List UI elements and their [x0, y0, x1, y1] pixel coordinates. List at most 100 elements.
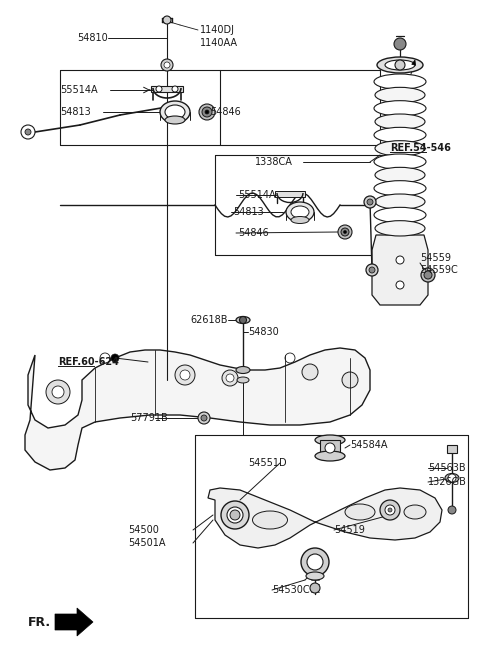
Circle shape — [448, 474, 456, 482]
Text: 1326GB: 1326GB — [428, 477, 467, 487]
Bar — [320, 440, 340, 456]
Text: 55514A: 55514A — [238, 190, 276, 200]
Polygon shape — [412, 60, 416, 66]
Polygon shape — [372, 235, 428, 305]
Text: 1140DJ: 1140DJ — [200, 25, 235, 35]
Circle shape — [307, 554, 323, 570]
Text: 54563B: 54563B — [428, 463, 466, 473]
Bar — [151, 86, 183, 92]
Polygon shape — [25, 348, 370, 470]
Circle shape — [172, 86, 178, 92]
Ellipse shape — [375, 167, 425, 183]
Text: 54519: 54519 — [334, 525, 365, 535]
Circle shape — [342, 372, 358, 388]
Circle shape — [161, 59, 173, 71]
Text: 62618B: 62618B — [191, 315, 228, 325]
Ellipse shape — [404, 505, 426, 519]
Circle shape — [226, 374, 234, 382]
Circle shape — [369, 267, 375, 273]
Ellipse shape — [375, 141, 425, 156]
Text: 54830: 54830 — [248, 327, 279, 337]
Ellipse shape — [236, 316, 250, 324]
Circle shape — [395, 60, 405, 70]
Text: 54559C: 54559C — [420, 265, 458, 275]
Circle shape — [201, 415, 207, 421]
Circle shape — [240, 316, 247, 324]
Circle shape — [285, 353, 295, 363]
Ellipse shape — [375, 87, 425, 103]
Circle shape — [366, 264, 378, 276]
Ellipse shape — [306, 572, 324, 580]
Text: 54846: 54846 — [210, 107, 241, 117]
Ellipse shape — [374, 101, 426, 116]
Text: 54500: 54500 — [128, 525, 159, 535]
Circle shape — [230, 510, 240, 520]
Circle shape — [100, 353, 110, 363]
Ellipse shape — [375, 194, 425, 210]
Ellipse shape — [291, 206, 309, 218]
Circle shape — [175, 365, 195, 385]
Circle shape — [205, 110, 209, 114]
Polygon shape — [208, 488, 442, 548]
Ellipse shape — [315, 451, 345, 461]
Circle shape — [164, 62, 170, 68]
Text: 54530C: 54530C — [272, 585, 310, 595]
Circle shape — [21, 125, 35, 139]
Ellipse shape — [227, 507, 243, 523]
Ellipse shape — [385, 60, 415, 70]
Polygon shape — [55, 608, 93, 636]
Circle shape — [367, 199, 373, 205]
Circle shape — [199, 104, 215, 120]
Ellipse shape — [375, 221, 425, 236]
Circle shape — [380, 500, 400, 520]
Circle shape — [202, 107, 212, 117]
Ellipse shape — [291, 217, 309, 223]
Text: 54584A: 54584A — [350, 440, 387, 450]
Ellipse shape — [375, 114, 425, 129]
Bar — [275, 191, 305, 197]
Ellipse shape — [286, 202, 314, 222]
Text: 55514A: 55514A — [60, 85, 97, 95]
Ellipse shape — [221, 501, 249, 529]
Ellipse shape — [374, 208, 426, 223]
Circle shape — [394, 38, 406, 50]
Text: 54810: 54810 — [77, 33, 108, 43]
Circle shape — [338, 225, 352, 239]
Ellipse shape — [374, 74, 426, 89]
Circle shape — [364, 196, 376, 208]
Ellipse shape — [345, 504, 375, 520]
Circle shape — [310, 583, 320, 593]
Circle shape — [396, 281, 404, 289]
Text: 1338CA: 1338CA — [255, 157, 293, 167]
Text: 54813: 54813 — [60, 107, 91, 117]
Text: 54846: 54846 — [238, 228, 269, 238]
Text: 54559: 54559 — [420, 253, 451, 263]
Circle shape — [302, 364, 318, 380]
Circle shape — [156, 86, 162, 92]
Ellipse shape — [236, 367, 250, 373]
Ellipse shape — [165, 105, 185, 119]
Text: REF.60-624: REF.60-624 — [58, 357, 119, 367]
Circle shape — [111, 354, 119, 362]
Circle shape — [198, 412, 210, 424]
Circle shape — [163, 16, 171, 24]
Circle shape — [325, 443, 335, 453]
Circle shape — [424, 271, 432, 279]
Ellipse shape — [252, 511, 288, 529]
Ellipse shape — [374, 127, 426, 143]
Circle shape — [421, 268, 435, 282]
Text: 54551D: 54551D — [248, 458, 287, 468]
Circle shape — [388, 508, 392, 512]
Text: 54813: 54813 — [233, 207, 264, 217]
Circle shape — [46, 380, 70, 404]
Bar — [447, 445, 457, 453]
Text: REF.54-546: REF.54-546 — [390, 143, 451, 153]
Ellipse shape — [374, 154, 426, 170]
Circle shape — [396, 256, 404, 264]
Ellipse shape — [315, 435, 345, 445]
Ellipse shape — [160, 101, 190, 123]
Circle shape — [222, 370, 238, 386]
Ellipse shape — [445, 474, 459, 483]
Circle shape — [52, 386, 64, 398]
Circle shape — [301, 548, 329, 576]
